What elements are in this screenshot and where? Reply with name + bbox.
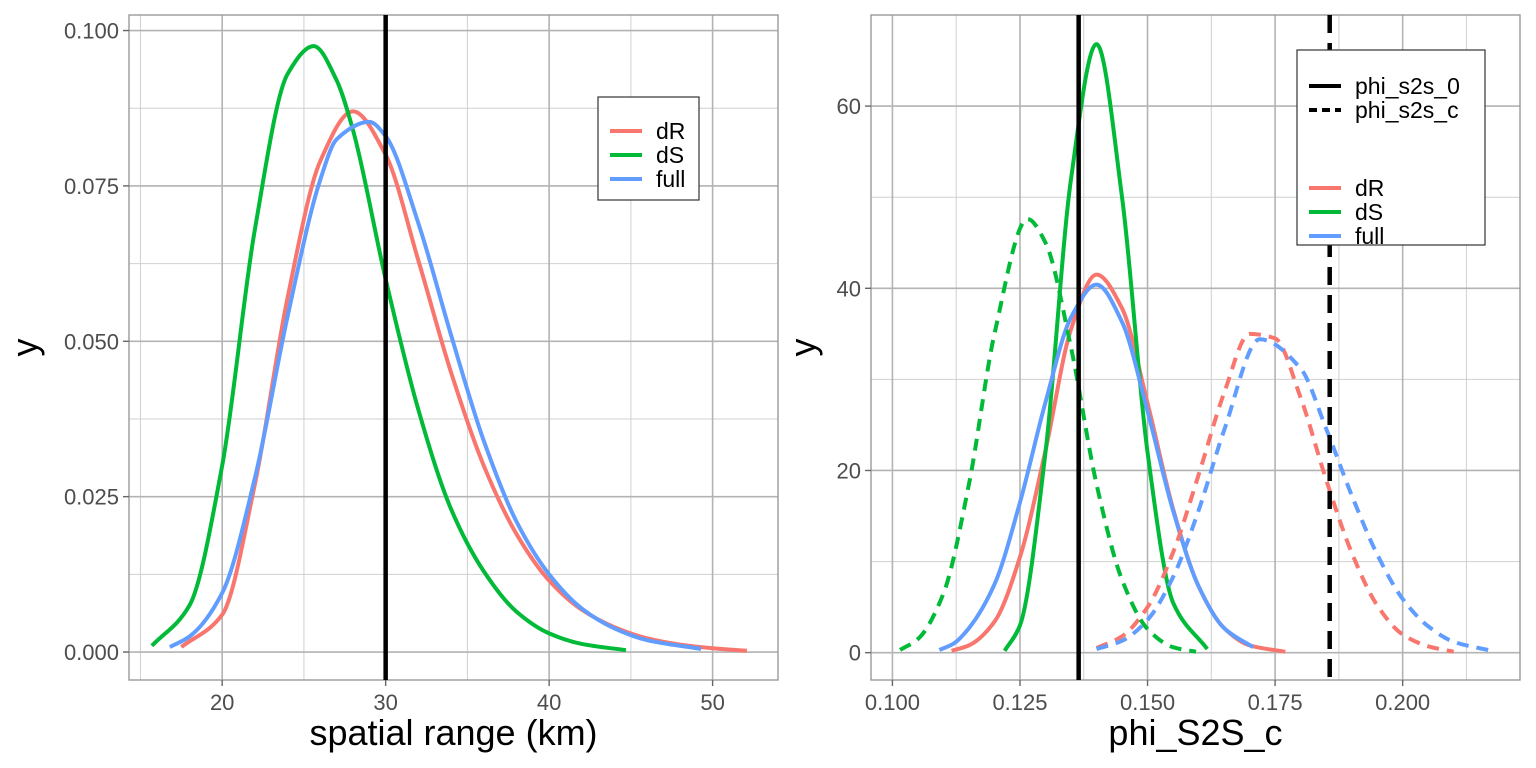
panel-border [870, 14, 1521, 681]
y-tick-label: 20 [837, 458, 861, 483]
series-layer [899, 15, 1493, 680]
y-axis-title: y [782, 339, 823, 357]
x-axis-title: spatial range (km) [309, 712, 597, 753]
series-line-full-dashed [1095, 337, 1493, 653]
x-tick-label: 30 [373, 690, 397, 715]
y-tick-label: 0 [849, 641, 861, 666]
y-tick-label: 0.075 [64, 174, 119, 199]
legend-box [597, 96, 700, 201]
series-line-full [938, 282, 1255, 652]
series-line-dR-dashed [1095, 331, 1455, 654]
series-line-dS-dashed [899, 217, 1197, 654]
x-tick-label: 0.150 [1120, 690, 1175, 715]
legend-label-dS: dS [656, 142, 684, 168]
y-tick-label: 0.000 [64, 640, 119, 665]
legend-label-full: full [656, 166, 685, 192]
legend-label-dR: dR [1355, 175, 1384, 201]
series-line-dS [150, 44, 627, 653]
y-axis-title: y [4, 339, 45, 357]
legend-label-dR: dR [656, 118, 685, 144]
legend-label-dS: dS [1355, 199, 1383, 225]
legend-label-phi_s2s_0: phi_s2s_0 [1355, 73, 1460, 99]
x-tick-label: 20 [210, 690, 234, 715]
series-layer [150, 15, 748, 680]
y-tick-label: 40 [837, 276, 861, 301]
y-tick-label: 0.050 [64, 329, 119, 354]
y-tick-label: 60 [837, 94, 861, 119]
x-tick-label: 0.100 [865, 690, 920, 715]
legend-label-phi_s2s_c: phi_s2s_c [1355, 97, 1459, 123]
y-tick-label: 0.025 [64, 485, 119, 510]
grid [871, 15, 1520, 680]
legend-label-full: full [1355, 223, 1384, 249]
series-line-dS [1002, 42, 1209, 652]
panel-border [128, 14, 779, 681]
x-tick-label: 40 [537, 690, 561, 715]
series-line-full [168, 119, 702, 651]
x-tick-label: 50 [700, 690, 724, 715]
y-tick-label: 0.100 [64, 19, 119, 44]
grid [129, 15, 778, 680]
series-line-dR [951, 272, 1286, 654]
left-plot-panel: 20 30 40 50 0.000 0.025 0.050 0.075 0.100 spatial… [4, 14, 779, 753]
x-axis-title: phi_S2S_c [1108, 712, 1282, 753]
x-tick-label: 0.200 [1375, 690, 1430, 715]
x-tick-label: 0.175 [1248, 690, 1303, 715]
x-tick-label: 0.125 [992, 690, 1047, 715]
right-plot-panel: 0.100 0.125 0.150 0.175 0.200 0 20 40 60 phi_S2S_… [782, 14, 1521, 753]
